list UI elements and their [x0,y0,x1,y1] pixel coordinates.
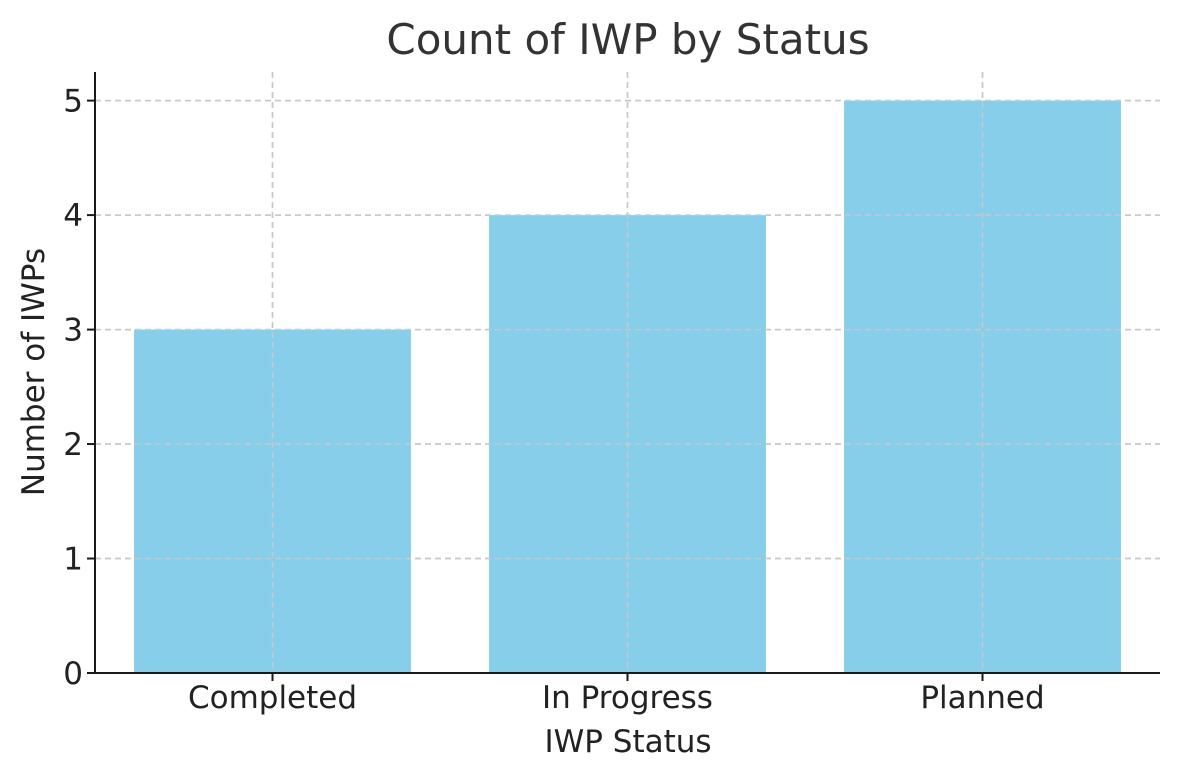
y-tick-label: 4 [63,198,83,234]
x-tick-label: In Progress [542,680,713,716]
x-tick-label: Planned [920,680,1044,716]
y-tick-label: 3 [63,313,83,349]
grid-overlay [95,72,1160,673]
y-tick-label: 2 [63,427,83,463]
x-tick-label: Completed [188,680,357,716]
y-axis-label: Number of IWPs [16,248,52,496]
y-tick-label: 5 [63,84,83,120]
bar-completed [134,329,411,673]
y-tick-label: 0 [63,656,83,692]
chart-title: Count of IWP by Status [386,15,869,64]
ticks-layer: 0 1 2 3 4 5 Completed In Progress Planned [63,84,1044,716]
y-tick-label: 1 [63,542,83,578]
x-axis-label: IWP Status [544,724,711,760]
